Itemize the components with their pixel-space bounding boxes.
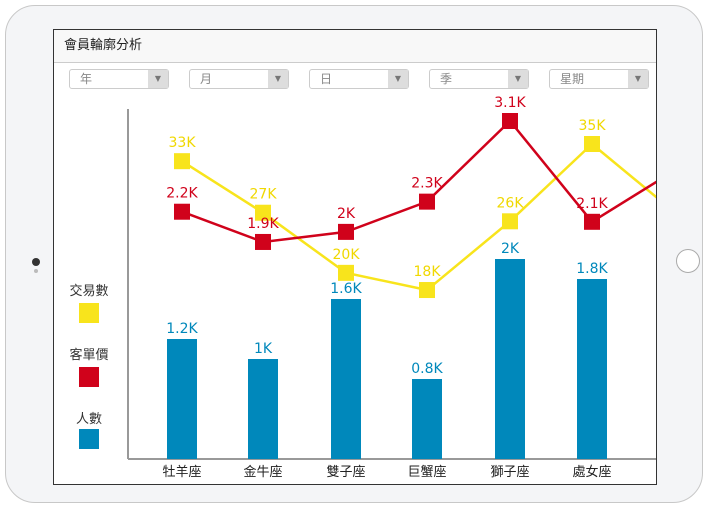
bar-label: 2K [501,241,520,257]
bar [495,259,525,459]
avg-price-label: 1.9K [247,216,279,232]
x-tick-label: 牡羊座 [162,464,201,480]
chevron-down-icon: ▼ [628,70,648,88]
avg-price-label: 2.2K [166,186,198,202]
transactions-point [419,282,435,299]
filter-select-0[interactable]: 年 ▼ [69,69,169,89]
filter-select-2[interactable]: 日 ▼ [309,69,409,89]
bar-label: 1.6K [330,281,362,297]
filter-value: 年 [80,72,93,86]
filter-value: 星期 [560,72,585,86]
transactions-label: 35K [579,118,607,134]
avg-price-label: 2.1K [576,196,608,212]
bar-label: 0.8K [411,361,443,377]
bar [331,299,361,459]
chevron-down-icon: ▼ [388,70,408,88]
bar [412,379,442,459]
legend-label-people: 人數 [75,412,102,427]
transactions-label: 27K [250,187,278,203]
x-tick-label: 處女座 [572,464,611,480]
chevron-down-icon: ▼ [268,70,288,88]
legend-label-transactions: 交易數 [69,284,109,299]
bar-label: 1.8K [576,261,608,277]
bar-label: 1.2K [166,321,198,337]
legend-swatch-transactions [79,303,99,323]
filter-select-3[interactable]: 季 ▼ [429,69,529,89]
x-tick-label: 巨蟹座 [407,465,446,480]
page-title: 會員輪廓分析 [54,30,656,63]
x-tick-label: 金牛座 [243,464,282,480]
transactions-point [338,264,354,281]
avg-price-line [181,119,593,244]
avg-price-point [419,193,435,210]
sensor [34,269,38,273]
chevron-down-icon: ▼ [148,70,168,88]
bar [167,339,197,459]
screen: 會員輪廓分析 年 ▼ 月 ▼ 日 ▼ 季 ▼ 星期 ▼ 交易數 客單價 人數 牡羊座 金牛座 雙子座巨… [53,29,657,485]
transactions-label: 18K [414,264,442,280]
transactions-point [174,153,190,170]
transactions-label: 20K [333,247,361,263]
transactions-point [502,213,518,230]
chevron-down-icon: ▼ [508,70,528,88]
home-button[interactable] [676,249,700,273]
avg-price-point [502,113,518,129]
bar [577,279,607,459]
filter-value: 日 [320,72,333,86]
transactions-label: 33K [169,135,197,151]
transactions-label: 26K [497,195,525,211]
chart: 牡羊座 金牛座 雙子座 巨蟹座 獅子座 處女座 1.2K 1K 1.6K 0.8K 2K 1.8K 33… [127,95,656,480]
legend-swatch-avg-price [79,367,99,387]
bar [248,359,278,459]
transactions-point [255,204,271,221]
avg-price-point [174,203,190,220]
avg-price-label: 2.3K [411,176,443,192]
x-tick-label: 雙子座 [326,465,365,480]
x-tick-label: 獅子座 [490,465,529,480]
avg-price-label: 3.1K [494,95,526,111]
filter-select-1[interactable]: 月 ▼ [189,69,289,89]
camera [32,258,40,266]
filter-select-4[interactable]: 星期 ▼ [549,69,649,89]
avg-price-point [338,223,354,240]
filter-value: 月 [200,72,213,86]
bar-label: 1K [254,341,273,357]
filter-value: 季 [440,72,453,86]
avg-price-line-continuation [591,180,656,223]
transactions-line [181,143,593,292]
legend-swatch-people [79,429,99,449]
avg-price-label: 2K [337,206,356,222]
transactions-line-continuation [591,143,656,199]
avg-price-point [255,233,271,250]
legend-label-avg-price: 客單價 [69,348,109,363]
